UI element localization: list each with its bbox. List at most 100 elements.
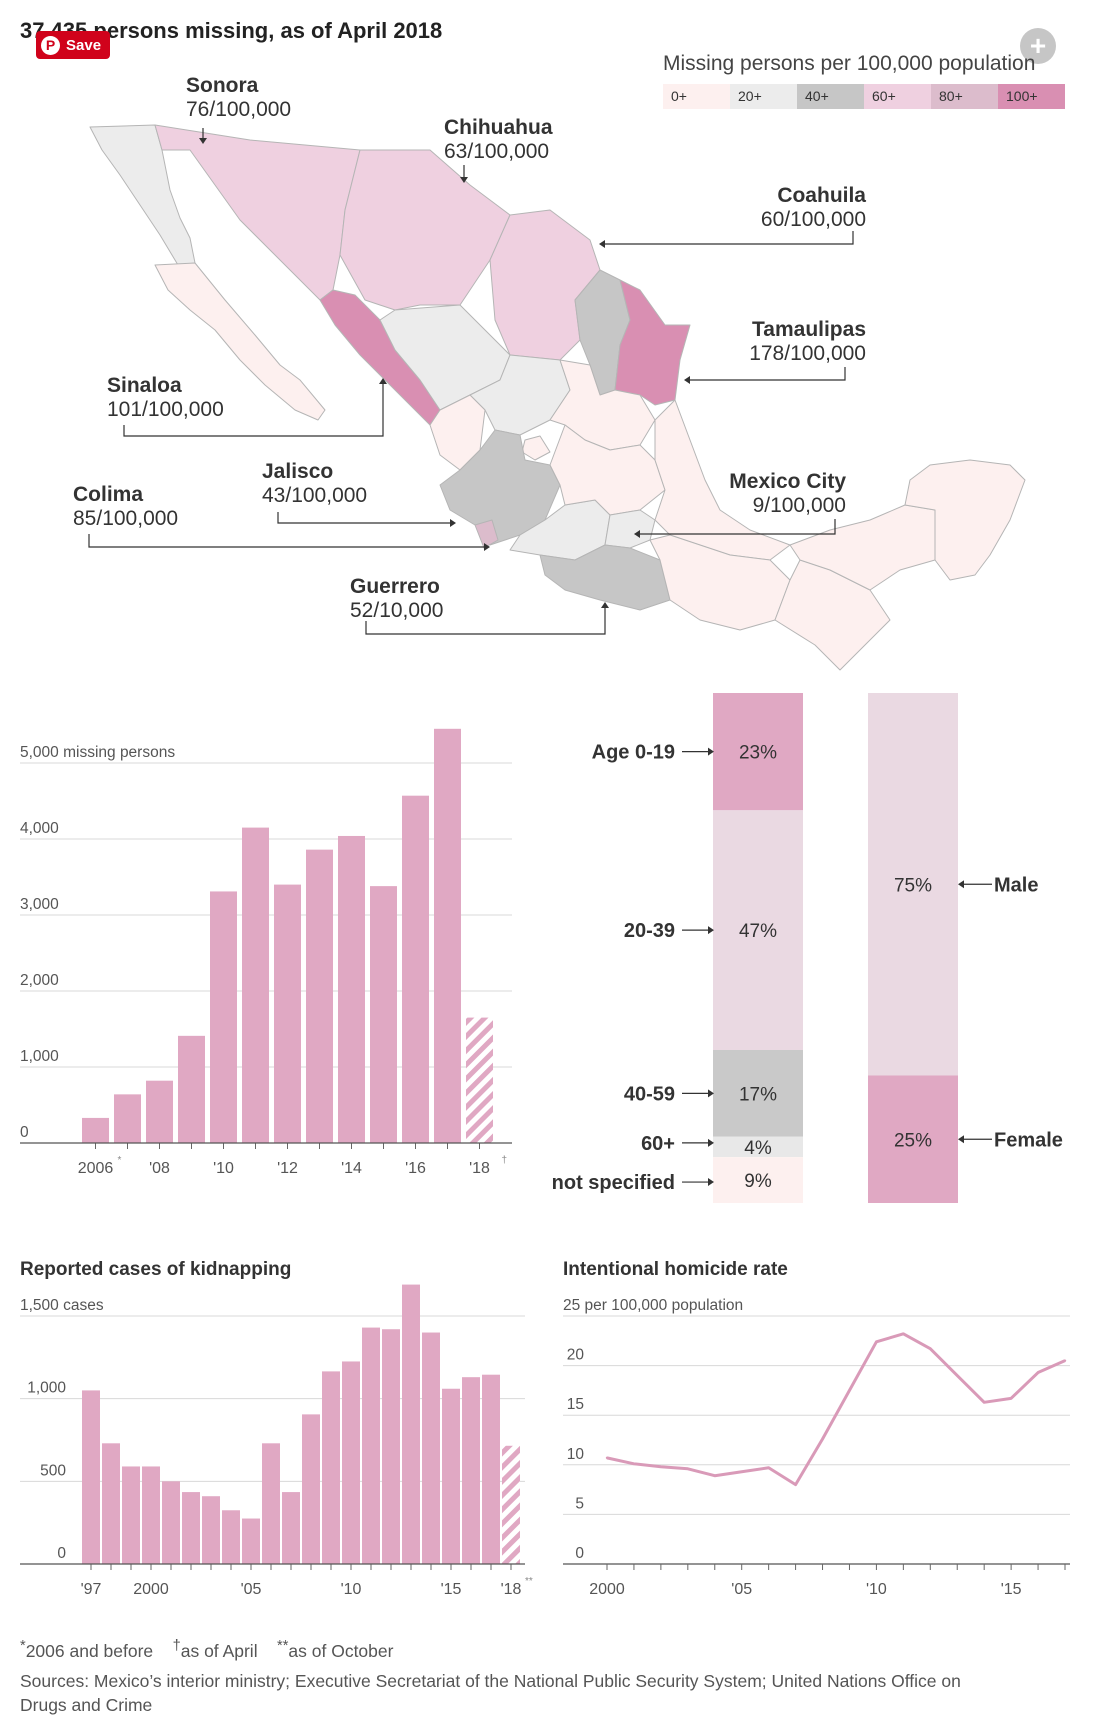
map-state-colima [474, 519, 499, 549]
point-2004 [713, 1474, 716, 1477]
bar-2016 [462, 1377, 480, 1564]
x-tick-label: '10 [213, 1160, 234, 1177]
bar-2001 [162, 1481, 180, 1564]
legend-item-2: 40+ [797, 84, 864, 109]
y-tick-label: 0 [20, 1124, 29, 1141]
y-tick-label: 15 [567, 1396, 584, 1413]
x-tick-label: '05 [731, 1581, 752, 1598]
point-2011 [902, 1332, 905, 1336]
y-tick-label: 1,000 [20, 1048, 59, 1065]
x-tick-label: 2006 [78, 1160, 114, 1177]
map-state-oaxaca [649, 534, 791, 631]
bar-2004 [222, 1510, 240, 1564]
bar-2013 [306, 849, 333, 1143]
mexico-map [88, 124, 1026, 671]
state-label-sinaloa: Sinaloa 101/100,000 [107, 374, 224, 421]
arrow-head [708, 926, 714, 935]
bar-2006 [262, 1443, 280, 1564]
homicide-line [606, 1332, 1066, 1487]
point-2002 [659, 1465, 663, 1468]
legend-item-3: 60+ [864, 84, 931, 109]
bar-2017 [434, 728, 461, 1143]
y-tick-label: 500 [40, 1462, 66, 1479]
segment-value: 9% [744, 1171, 772, 1192]
map-state-yucatan [904, 459, 1026, 581]
bar-2011 [242, 827, 269, 1143]
legend-item-4: 80+ [931, 84, 998, 109]
bar-1997 [82, 1390, 100, 1564]
bar-2014 [422, 1332, 440, 1564]
y-axis-label: 5,000 missing persons [20, 744, 175, 761]
map-state-baja-california-sur [154, 262, 326, 421]
save-button[interactable]: P Save [36, 31, 110, 59]
point-2005 [740, 1470, 743, 1473]
bar-2017 [482, 1374, 500, 1564]
age-label-3: 60+ [641, 1133, 675, 1155]
x-tick-label: '10 [866, 1581, 887, 1598]
y-tick-label: 4,000 [20, 820, 59, 837]
segment-age-4 [713, 1157, 803, 1203]
map-legend: 0+ 20+ 40+ 60+ 80+ 100+ [663, 84, 1065, 109]
bar-2002 [182, 1492, 200, 1564]
y-tick-label: 10 [567, 1446, 585, 1463]
legend-item-0: 0+ [663, 84, 730, 109]
segment-gender-1 [868, 1075, 958, 1203]
age-label-0: Age 0-19 [592, 742, 675, 764]
bar-2003 [202, 1496, 220, 1564]
bar-2015 [370, 886, 397, 1143]
x-tick-label: '08 [149, 1160, 170, 1177]
state-label-tamaulipas: Tamaulipas 178/100,000 [749, 318, 866, 365]
gender-label-0: Male [994, 874, 1038, 896]
x-tick-mark: * [118, 1155, 122, 1166]
bar-2006 [82, 1117, 109, 1143]
point-2007 [794, 1483, 797, 1486]
x-tick-label: 2000 [589, 1581, 625, 1598]
segment-value: 47% [739, 921, 777, 942]
zoom-in-icon[interactable]: + [1020, 28, 1056, 64]
age-gender-chart: 23% Age 0-19 47% 20-39 17% 40-59 4% 60+ 9% not sp… [552, 693, 1063, 1203]
arrow-head [958, 880, 964, 889]
bar-2018 [502, 1445, 520, 1564]
bar-2010 [210, 891, 237, 1143]
map-state-tamaulipas [614, 279, 691, 406]
y-tick-label: 20 [567, 1347, 585, 1364]
point-2012 [929, 1347, 932, 1350]
x-tick-mark: ** [525, 1576, 533, 1587]
state-label-jalisco: Jalisco 43/100,000 [262, 460, 368, 507]
bar-2008 [146, 1080, 173, 1143]
arrow-head [958, 1135, 964, 1144]
x-tick-label: 2000 [133, 1581, 169, 1598]
segment-age-1 [713, 810, 803, 1050]
y-tick-label: 1,000 [27, 1380, 66, 1397]
point-2001 [632, 1462, 636, 1466]
x-tick-label: '18 [501, 1581, 522, 1598]
age-label-1: 20-39 [624, 920, 675, 942]
bar-2012 [274, 884, 301, 1143]
chart-title: Intentional homicide rate [563, 1259, 788, 1280]
bar-1998 [102, 1443, 120, 1564]
bar-2012 [382, 1329, 400, 1564]
bar-2018 [466, 1017, 493, 1143]
x-tick-label: '14 [341, 1160, 362, 1177]
point-2016 [1036, 1371, 1040, 1374]
bar-2005 [242, 1518, 260, 1564]
point-2000 [605, 1456, 609, 1460]
point-2013 [956, 1374, 959, 1377]
y-axis-label: 1,500 cases [20, 1297, 104, 1314]
x-tick-mark: † [502, 1155, 508, 1166]
age-label-2: 40-59 [624, 1083, 675, 1105]
segment-gender-0 [868, 693, 958, 1076]
pinterest-icon: P [41, 35, 60, 55]
point-2014 [982, 1401, 986, 1404]
bar-2014 [338, 835, 365, 1143]
y-axis-label: 25 per 100,000 population [563, 1297, 743, 1314]
y-tick-label: 0 [575, 1545, 584, 1562]
bar-2015 [442, 1388, 460, 1564]
bar-2007 [114, 1094, 141, 1143]
save-button-label: Save [66, 36, 102, 54]
bar-2016 [402, 795, 429, 1143]
point-2010 [875, 1340, 878, 1343]
state-label-coahuila: Coahuila 60/100,000 [760, 184, 866, 231]
bar-2011 [362, 1327, 380, 1564]
